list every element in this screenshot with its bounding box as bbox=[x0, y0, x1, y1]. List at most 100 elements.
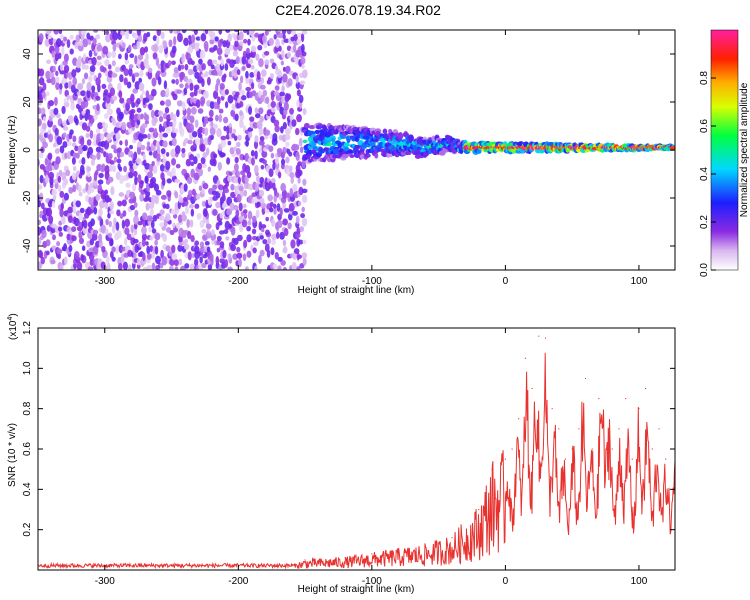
heatmap-cell bbox=[38, 77, 45, 86]
heatmap-cell bbox=[262, 35, 268, 43]
heatmap-cell bbox=[284, 134, 291, 141]
heatmap-cell bbox=[191, 41, 196, 50]
heatmap-cell bbox=[38, 219, 41, 225]
heatmap-cell bbox=[109, 250, 114, 259]
heatmap-cell bbox=[194, 71, 200, 79]
heatmap-cell bbox=[89, 238, 95, 246]
heatmap-cell bbox=[165, 99, 172, 107]
heatmap-cell bbox=[86, 139, 92, 146]
heatmap-cell bbox=[71, 156, 76, 165]
heatmap-cell bbox=[104, 123, 109, 129]
heatmap-cell bbox=[254, 265, 258, 270]
heatmap-cell bbox=[275, 38, 280, 48]
heatmap-cell bbox=[267, 103, 271, 109]
heatmap-cell bbox=[237, 258, 242, 268]
heatmap-cell bbox=[282, 246, 288, 254]
heatmap-cell bbox=[60, 215, 66, 225]
heatmap-cell bbox=[301, 252, 308, 259]
heatmap-cell bbox=[124, 227, 130, 236]
heatmap-cell bbox=[104, 59, 110, 67]
heatmap-cell bbox=[171, 252, 178, 261]
heatmap-cell bbox=[295, 215, 300, 225]
heatmap-cell bbox=[192, 131, 198, 138]
heatmap-cell bbox=[164, 106, 170, 114]
heatmap-cell bbox=[246, 250, 252, 258]
heatmap-cell bbox=[258, 107, 264, 115]
heatmap-cell bbox=[193, 84, 200, 90]
heatmap-cell bbox=[115, 221, 120, 231]
svg-text:(x104): (x104) bbox=[7, 313, 19, 340]
heatmap-cell bbox=[93, 206, 98, 215]
heatmap-cell bbox=[301, 69, 308, 79]
heatmap-cell bbox=[95, 95, 101, 101]
heatmap-cell bbox=[242, 30, 248, 34]
heatmap-cell bbox=[216, 235, 222, 242]
heatmap-cell bbox=[229, 147, 235, 155]
heatmap-cell bbox=[53, 178, 59, 184]
heatmap-cell bbox=[165, 213, 171, 222]
heatmap-cell bbox=[185, 52, 191, 61]
heatmap-cell bbox=[67, 206, 74, 214]
heatmap-cell bbox=[45, 239, 51, 247]
heatmap-cell bbox=[344, 143, 350, 147]
heatmap-cell bbox=[215, 83, 219, 93]
heatmap-cell bbox=[153, 127, 158, 135]
heatmap-cell bbox=[227, 33, 232, 43]
heatmap-cell bbox=[251, 228, 257, 235]
heatmap-cell bbox=[147, 67, 153, 73]
heatmap-cell bbox=[301, 159, 306, 169]
heatmap-cell bbox=[269, 207, 274, 213]
heatmap-cell bbox=[268, 37, 275, 46]
heatmap-y-axis-label: Frequency (Hz) bbox=[7, 116, 18, 185]
heatmap-cell bbox=[63, 101, 70, 108]
heatmap-cell bbox=[283, 38, 290, 43]
heatmap-cell bbox=[394, 152, 400, 158]
heatmap-cell bbox=[160, 148, 166, 155]
heatmap-cell bbox=[142, 252, 146, 262]
heatmap-cell bbox=[128, 144, 134, 150]
snr-point bbox=[504, 458, 507, 460]
heatmap-cell bbox=[264, 243, 270, 253]
heatmap-cell bbox=[208, 109, 214, 118]
heatmap-cell bbox=[118, 90, 123, 99]
heatmap-cell bbox=[137, 220, 143, 226]
colorbar-tick-label: 0.8 bbox=[699, 71, 710, 85]
heatmap-cell bbox=[183, 183, 188, 192]
heatmap-cell bbox=[146, 215, 153, 222]
heatmap-cell bbox=[119, 151, 125, 158]
heatmap-cell bbox=[136, 107, 142, 113]
heatmap-cell bbox=[347, 149, 353, 154]
heatmap-cell bbox=[228, 123, 232, 128]
heatmap-cell bbox=[194, 42, 200, 48]
heatmap-cell bbox=[251, 198, 255, 205]
heatmap-cell bbox=[260, 224, 267, 229]
snr-point bbox=[371, 553, 373, 555]
heatmap-cell bbox=[54, 148, 60, 154]
heatmap-cell bbox=[228, 171, 233, 176]
heatmap-cell bbox=[171, 137, 177, 147]
heatmap-cell bbox=[195, 193, 201, 200]
heatmap-cell bbox=[111, 72, 118, 78]
heatmap-cell bbox=[209, 126, 216, 136]
heatmap-cell bbox=[136, 40, 141, 49]
heatmap-cell bbox=[195, 36, 201, 41]
heatmap-cell bbox=[239, 101, 244, 108]
heatmap-cell bbox=[73, 251, 80, 260]
heatmap-cell bbox=[205, 230, 212, 239]
heatmap-cell bbox=[248, 106, 253, 115]
heatmap-cell bbox=[126, 233, 133, 241]
heatmap-cell bbox=[153, 116, 158, 124]
heatmap-cell bbox=[54, 128, 59, 136]
heatmap-cell bbox=[224, 47, 231, 56]
heatmap-cell bbox=[92, 229, 99, 235]
heatmap-cell bbox=[204, 127, 209, 136]
heatmap-cell bbox=[258, 189, 265, 197]
heatmap-cell bbox=[255, 182, 260, 192]
heatmap-cell bbox=[74, 118, 79, 126]
heatmap-cell bbox=[201, 63, 206, 71]
heatmap-cell bbox=[146, 31, 151, 38]
heatmap-cell bbox=[242, 50, 247, 59]
heatmap-cell bbox=[265, 96, 270, 104]
heatmap-cell bbox=[282, 34, 286, 40]
